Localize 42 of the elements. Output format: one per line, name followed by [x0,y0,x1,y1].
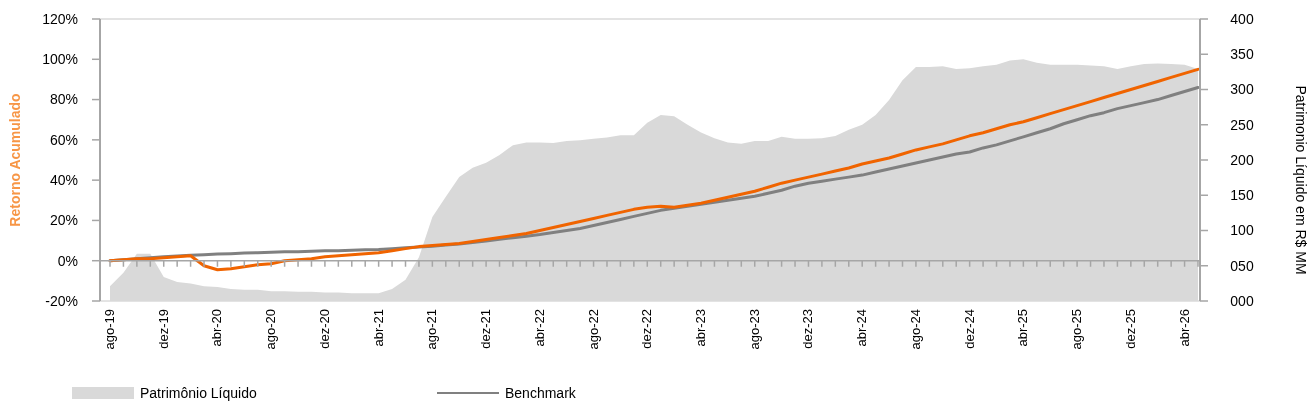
x-tick-label: dez-22 [639,309,655,349]
y-tick-label: 0% [57,252,78,269]
x-tick-label: abr-26 [1176,309,1192,347]
x-tick-label: abr-22 [531,309,547,347]
y-tick-label: 120% [42,10,78,27]
y2-tick-label: 200 [1230,151,1254,168]
x-tick-label: abr-24 [854,309,870,347]
y2-tick-label: 300 [1230,81,1254,98]
x-tick-label: ago-22 [585,309,601,350]
y-tick-label: 100% [42,51,78,68]
legend-label: Benchmark [505,384,577,401]
x-tick-label: abr-20 [209,309,225,347]
x-tick-label: abr-21 [370,309,386,347]
x-tick-label: dez-24 [961,309,977,349]
x-tick-label: abr-23 [693,309,709,347]
y-axis-title: Retorno Acumulado [7,93,23,227]
x-tick-label: ago-20 [263,309,279,350]
y2-tick-label: 400 [1230,10,1254,27]
y-tick-label: 60% [49,131,78,148]
y-tick-label: 80% [49,91,78,108]
x-tick-label: ago-23 [746,309,762,350]
x-tick-label: dez-19 [155,309,171,349]
y-tick-label: -20% [45,292,78,309]
x-tick-label: dez-23 [800,309,816,349]
y-tick-label: 40% [49,172,78,189]
y2-tick-label: 100 [1230,222,1254,239]
y2-tick-label: 050 [1230,257,1254,274]
x-tick-label: dez-25 [1122,309,1138,349]
x-tick-label: dez-20 [316,309,332,349]
legend-label: Patrimônio Líquido [140,384,257,401]
y2-tick-label: 250 [1230,116,1254,133]
y2-tick-label: 000 [1230,292,1254,309]
x-tick-label: ago-24 [907,309,923,350]
x-tick-label: dez-21 [478,309,494,349]
x-tick-label: ago-25 [1069,309,1085,350]
y2-tick-label: 150 [1230,187,1254,204]
x-tick-label: abr-25 [1015,309,1031,347]
y2-tick-label: 350 [1230,46,1254,63]
x-tick-label: ago-21 [424,309,440,350]
y-tick-label: 20% [49,212,78,229]
y2-axis-title: Patrimonio Líquido em R$ MM [1293,85,1309,275]
x-tick-label: ago-19 [102,309,117,350]
